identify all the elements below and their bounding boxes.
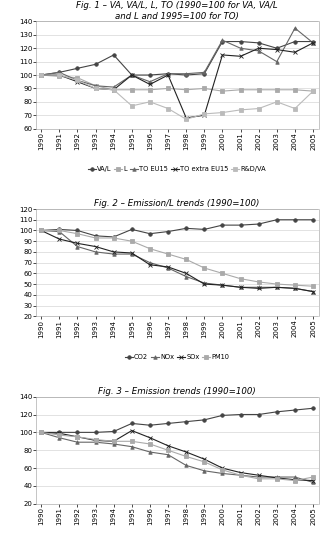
Title: Fig. 1 – VA, VA/L, L, TO (1990=100 for VA, VA/L
and L and 1995=100 for TO): Fig. 1 – VA, VA/L, L, TO (1990=100 for V… bbox=[76, 1, 278, 21]
Legend: CO2, NOx, SOx, PM10: CO2, NOx, SOx, PM10 bbox=[125, 354, 229, 360]
Title: Fig. 3 – Emission trends (1990=100): Fig. 3 – Emission trends (1990=100) bbox=[98, 387, 256, 396]
Title: Fig. 2 – Emission/L trends (1990=100): Fig. 2 – Emission/L trends (1990=100) bbox=[95, 199, 260, 209]
Legend: VA/L, L, TO EU15, TO extra EU15, R&D/VA: VA/L, L, TO EU15, TO extra EU15, R&D/VA bbox=[88, 167, 266, 173]
